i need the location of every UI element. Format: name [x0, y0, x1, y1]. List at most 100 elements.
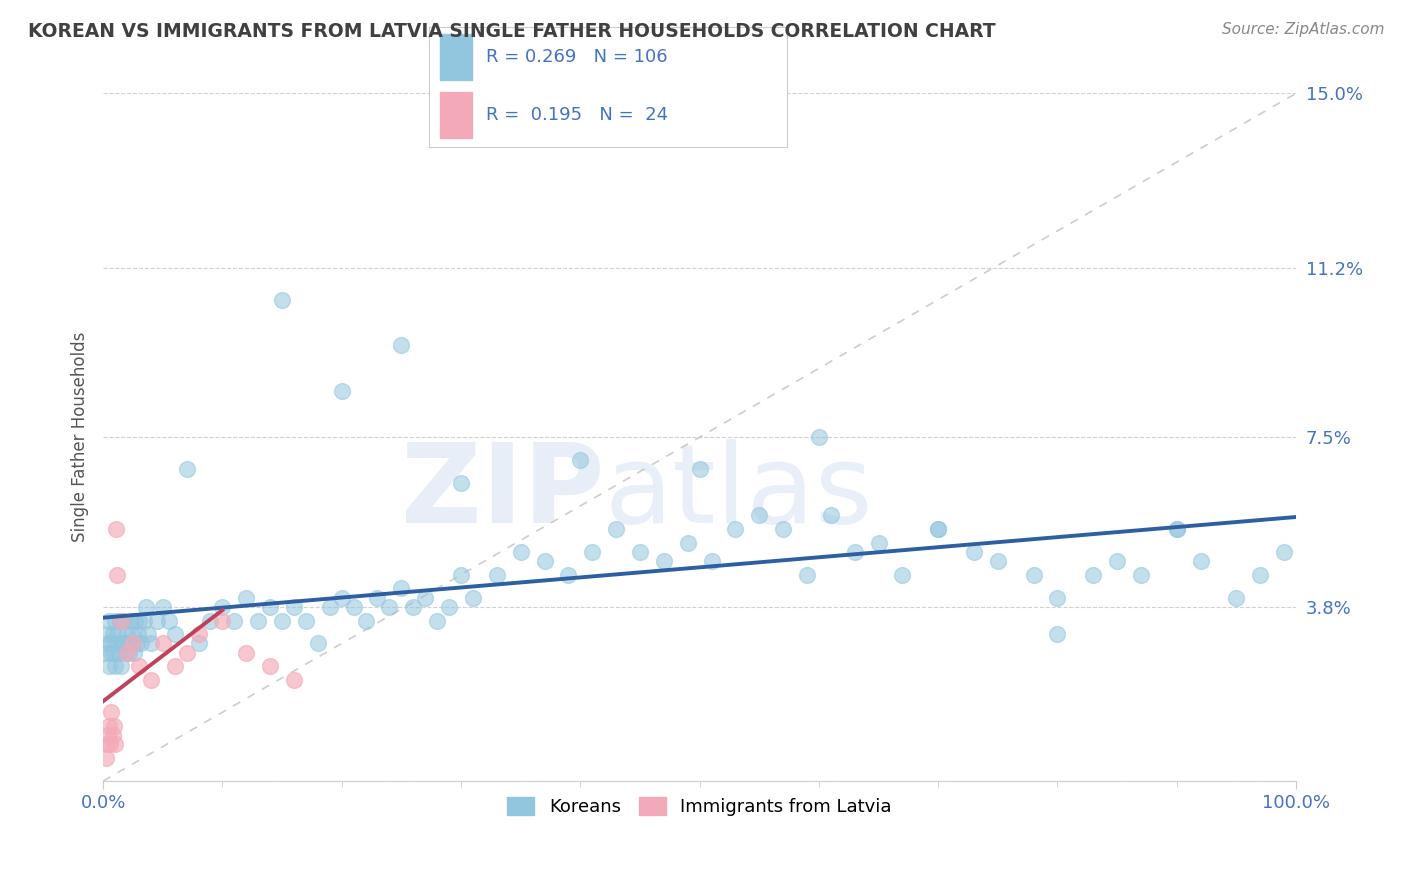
Point	[96, 737, 118, 751]
Point	[1046, 627, 1069, 641]
Point	[125, 636, 148, 650]
Point	[1166, 522, 1188, 536]
Point	[100, 705, 122, 719]
Point	[97, 636, 120, 650]
Point	[509, 545, 531, 559]
Point	[107, 567, 129, 582]
Point	[378, 599, 401, 614]
Text: R =  0.195   N =  24: R = 0.195 N = 24	[486, 105, 668, 124]
Point	[557, 567, 579, 582]
Point	[120, 614, 142, 628]
Point	[176, 646, 198, 660]
Point	[689, 462, 711, 476]
Point	[426, 614, 449, 628]
Point	[114, 636, 136, 650]
Point	[1225, 591, 1247, 605]
Point	[450, 567, 472, 582]
Point	[772, 522, 794, 536]
Point	[146, 614, 169, 628]
Point	[117, 636, 139, 650]
Point	[1249, 567, 1271, 582]
Point	[700, 554, 723, 568]
Point	[389, 582, 412, 596]
Point	[108, 614, 131, 628]
Point	[176, 462, 198, 476]
Point	[98, 636, 121, 650]
Point	[122, 636, 145, 650]
Point	[1107, 554, 1129, 568]
Point	[413, 591, 436, 605]
Point	[94, 646, 117, 660]
Point	[157, 614, 180, 628]
Point	[461, 591, 484, 605]
Point	[111, 636, 134, 650]
Point	[283, 673, 305, 687]
Point	[98, 614, 121, 628]
Point	[122, 646, 145, 660]
Point	[122, 636, 145, 650]
Point	[319, 599, 342, 614]
Point	[1022, 567, 1045, 582]
Bar	[440, 92, 472, 137]
Point	[187, 636, 209, 650]
Y-axis label: Single Father Households: Single Father Households	[72, 332, 89, 542]
Point	[796, 567, 818, 582]
Point	[107, 646, 129, 660]
Point	[295, 614, 318, 628]
Point	[652, 554, 675, 568]
Point	[104, 614, 127, 628]
Point	[211, 599, 233, 614]
Text: Source: ZipAtlas.com: Source: ZipAtlas.com	[1222, 22, 1385, 37]
Point	[581, 545, 603, 559]
Point	[114, 646, 136, 660]
Point	[224, 614, 246, 628]
Point	[987, 554, 1010, 568]
Point	[724, 522, 747, 536]
Point	[152, 636, 174, 650]
Point	[103, 719, 125, 733]
Point	[343, 599, 366, 614]
Point	[628, 545, 651, 559]
Point	[235, 591, 257, 605]
Point	[807, 430, 830, 444]
Point	[211, 614, 233, 628]
Point	[307, 636, 329, 650]
Point	[129, 636, 152, 650]
Legend: Koreans, Immigrants from Latvia: Koreans, Immigrants from Latvia	[501, 789, 898, 823]
Point	[354, 614, 377, 628]
Point	[115, 646, 138, 660]
Point	[163, 627, 186, 641]
Point	[104, 659, 127, 673]
Point	[868, 535, 890, 549]
Point	[533, 554, 555, 568]
Point	[105, 636, 128, 650]
Point	[132, 614, 155, 628]
Point	[1272, 545, 1295, 559]
Point	[103, 646, 125, 660]
Point	[927, 522, 949, 536]
Point	[569, 453, 592, 467]
Point	[1046, 591, 1069, 605]
Point	[124, 614, 146, 628]
Point	[97, 728, 120, 742]
Point	[1083, 567, 1105, 582]
Point	[115, 627, 138, 641]
Point	[247, 614, 270, 628]
Point	[259, 659, 281, 673]
Point	[820, 508, 842, 522]
Point	[104, 737, 127, 751]
Point	[271, 614, 294, 628]
Point	[121, 627, 143, 641]
Point	[963, 545, 986, 559]
Text: ZIP: ZIP	[401, 439, 605, 546]
Point	[135, 599, 157, 614]
Bar	[440, 34, 472, 79]
Point	[127, 627, 149, 641]
Point	[437, 599, 460, 614]
Point	[139, 636, 162, 650]
Point	[101, 728, 124, 742]
Point	[389, 338, 412, 352]
Point	[330, 384, 353, 399]
Point	[98, 719, 121, 733]
Text: KOREAN VS IMMIGRANTS FROM LATVIA SINGLE FATHER HOUSEHOLDS CORRELATION CHART: KOREAN VS IMMIGRANTS FROM LATVIA SINGLE …	[28, 22, 995, 41]
